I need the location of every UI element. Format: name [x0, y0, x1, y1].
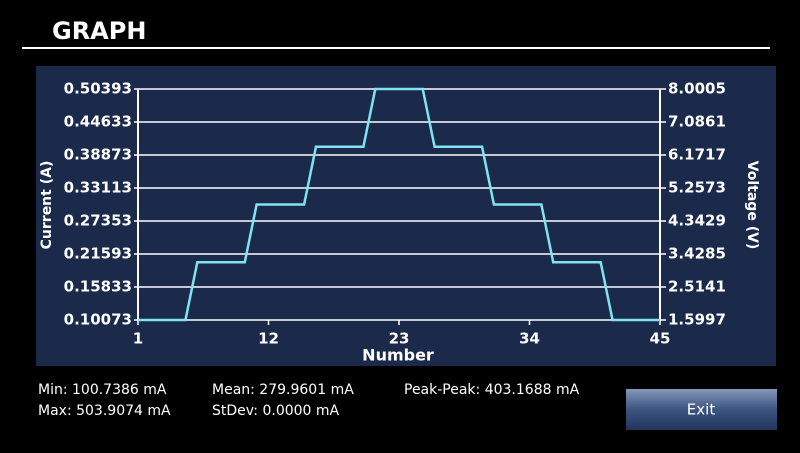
y2-tick-label: 5.2573	[668, 179, 726, 197]
y2-tick-label: 6.1717	[668, 146, 726, 164]
y-tick-label: 0.15833	[64, 278, 132, 296]
exit-button-label[interactable]: Exit	[687, 401, 716, 419]
y2-tick-label: 3.4285	[668, 245, 726, 263]
y2-tick-label: 2.5141	[668, 278, 726, 296]
stat-peak: Peak-Peak: 403.1688 mA	[404, 382, 580, 398]
stat-max: Max: 503.9074 mA	[38, 403, 171, 419]
y-tick-label: 0.38873	[64, 146, 132, 164]
series-line	[138, 87, 660, 322]
stat-mean: Mean: 279.9601 mA	[212, 382, 354, 398]
y2-tick-label: 1.5997	[668, 311, 726, 329]
x-tick-label: 1	[133, 330, 143, 348]
y-tick-label: 0.27353	[64, 212, 132, 230]
exit-button-bg[interactable]	[626, 389, 777, 430]
header-title: GRAPH	[52, 17, 146, 45]
y-tick-label: 0.50393	[64, 80, 132, 98]
y-tick-label: 0.44633	[64, 113, 132, 131]
x-tick-label: 45	[650, 330, 671, 348]
y-tick-label: 0.33113	[64, 179, 132, 197]
x-tick-label: 23	[389, 330, 410, 348]
x-tick-label: 12	[258, 330, 279, 348]
chart-panel	[36, 66, 776, 366]
x-axis-title: Number	[362, 346, 434, 365]
exit-button[interactable]: Exit	[626, 389, 777, 430]
y2-tick-label: 4.3429	[668, 212, 726, 230]
y2-tick-label: 8.0005	[668, 80, 726, 98]
stat-min: Min: 100.7386 mA	[38, 382, 167, 398]
y-axis-title: Current (A)	[39, 161, 55, 250]
y-tick-label: 0.21593	[64, 245, 132, 263]
y-tick-label: 0.10073	[64, 311, 132, 329]
x-tick-label: 34	[519, 330, 540, 348]
stat-stdev: StDev: 0.0000 mA	[212, 403, 340, 419]
y2-tick-label: 7.0861	[668, 113, 726, 131]
y2-axis-title: Voltage (V)	[744, 161, 760, 250]
